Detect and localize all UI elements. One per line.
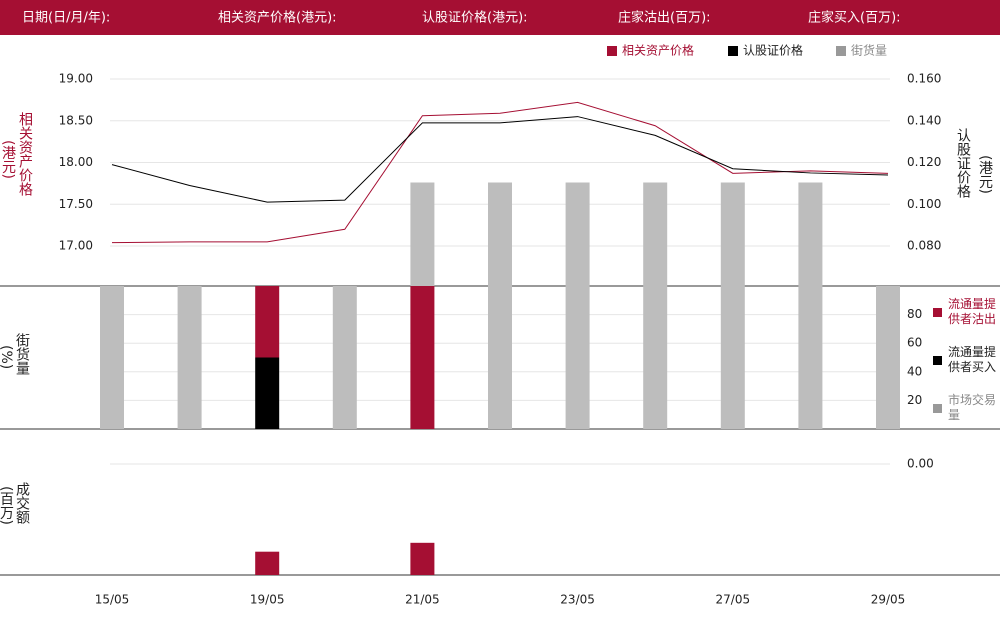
bar-segment [332, 286, 357, 429]
x-tick-label: 19/05 [250, 593, 285, 607]
header-label: 庄家买入(百万): [808, 10, 901, 26]
x-tick-label: 23/05 [560, 593, 595, 607]
y2-tick-label: 0.160 [907, 72, 941, 86]
legend-label: 流通量提供者沽出 [948, 296, 996, 326]
y2-tick-label: 0.100 [907, 197, 941, 211]
legend-label: 市场交易量 [948, 392, 996, 422]
legend-swatch [933, 308, 942, 317]
axis-label: 街货量 [14, 333, 30, 375]
bar-segment [410, 286, 435, 429]
y-tick-label: 20 [907, 393, 922, 407]
bar-segment [100, 286, 124, 429]
axis-label: 认股证价格 [955, 128, 971, 198]
y2-tick-label: 0.080 [907, 239, 941, 253]
legend-swatch [933, 356, 942, 365]
y-tick-label: 17.00 [59, 239, 93, 253]
legend-label: 相关资产价格 [622, 43, 694, 58]
axis-label: (港元) [0, 140, 16, 179]
y2-tick-label: 0.140 [907, 113, 941, 127]
y-tick-label: 40 [907, 364, 922, 378]
y-tick-label: 18.50 [59, 113, 93, 127]
header-label: 认股证价格(港元): [422, 10, 528, 26]
bar [488, 182, 512, 286]
legend-label: 流通量提供者买入 [948, 344, 996, 374]
bar-segment [643, 286, 668, 429]
legend-swatch [728, 46, 738, 56]
legend-swatch [933, 404, 942, 413]
legend-swatch [836, 46, 846, 56]
bar [255, 551, 280, 575]
bar [720, 182, 745, 286]
y-tick-label: 0.00 [907, 457, 934, 471]
bar [798, 182, 823, 286]
y-tick-label: 18.00 [59, 155, 93, 169]
header-label: 庄家沽出(百万): [618, 10, 711, 26]
axis-label: (港元) [977, 155, 993, 194]
legend-label: 认股证价格 [743, 43, 803, 58]
line [111, 101, 889, 244]
axis-label: 相关资产价格 [17, 112, 33, 196]
bar [410, 542, 435, 575]
bar-segment [565, 286, 590, 429]
bar-segment [798, 286, 823, 429]
bar-segment [177, 286, 202, 429]
line [111, 116, 889, 203]
y-tick-label: 80 [907, 307, 922, 321]
x-tick-label: 27/05 [716, 593, 751, 607]
bar [565, 182, 590, 286]
axis-label: (%) [0, 345, 14, 369]
axis-label: 成交额 [14, 482, 30, 524]
axis-label: (百万) [0, 486, 14, 525]
bar-segment [488, 286, 512, 429]
y-tick-label: 17.50 [59, 197, 93, 211]
bar-segment [255, 357, 280, 429]
x-tick-label: 21/05 [405, 593, 440, 607]
bar [410, 182, 435, 286]
bar-segment [720, 286, 745, 429]
header-label: 日期(日/月/年): [22, 11, 110, 26]
y-tick-label: 19.00 [59, 72, 93, 86]
legend-swatch [607, 46, 617, 56]
legend-label: 街货量 [851, 43, 887, 58]
header-label: 相关资产价格(港元): [218, 10, 337, 26]
x-tick-label: 15/05 [95, 593, 130, 607]
x-tick-label: 29/05 [871, 593, 906, 607]
y2-tick-label: 0.120 [907, 155, 941, 169]
y-tick-label: 60 [907, 336, 922, 350]
header-bar [0, 0, 1000, 35]
bar-segment [255, 286, 280, 358]
bar-segment [876, 286, 900, 429]
bar [643, 182, 668, 286]
